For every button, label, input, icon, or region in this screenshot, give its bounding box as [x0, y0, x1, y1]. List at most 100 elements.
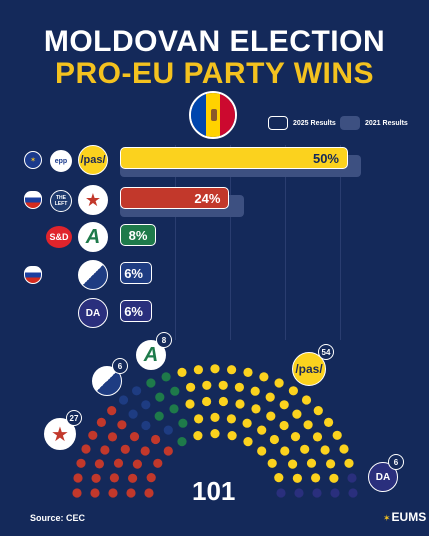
row-pas: ✶ epp /pas/ 50% — [0, 145, 429, 177]
pas-logo-icon: /pas/ — [78, 145, 108, 175]
seat-pas — [324, 417, 334, 427]
seat-democracy-home — [348, 488, 358, 498]
seat-pas — [274, 473, 284, 483]
seat-pas — [202, 380, 212, 390]
seat-patriotic-bloc — [91, 473, 101, 483]
seat-pas — [279, 420, 289, 431]
seat-patriotic-bloc — [100, 445, 110, 455]
seat-alternativa — [170, 386, 180, 396]
our-party-seat-badge: 6 — [112, 358, 128, 374]
seat-our-party — [141, 420, 151, 431]
value-label-our-party: 6% — [124, 265, 143, 281]
title-line-1: MOLDOVAN ELECTION — [43, 25, 386, 58]
seat-pas — [259, 372, 269, 382]
seat-patriotic-bloc — [96, 417, 106, 427]
value-label-patriotic-bloc: 24% — [194, 190, 221, 206]
seat-patriotic-bloc — [107, 406, 117, 416]
bar-2025-alternativa: 8% — [120, 224, 157, 246]
seat-pas — [257, 446, 267, 456]
seat-pas — [292, 473, 302, 483]
seat-alternativa — [177, 437, 187, 447]
seat-pas — [243, 367, 253, 377]
seat-pas — [242, 418, 252, 428]
seat-pas — [312, 432, 323, 442]
seat-patriotic-bloc — [163, 446, 173, 456]
seat-pas — [243, 437, 253, 447]
seat-our-party — [118, 395, 129, 405]
seat-pas — [288, 459, 298, 469]
alternativa-logo-icon: A — [78, 222, 108, 252]
seat-patriotic-bloc — [113, 458, 124, 468]
seat-pas — [193, 431, 203, 441]
seat-patriotic-bloc — [107, 432, 118, 442]
seat-pas — [267, 458, 277, 468]
legend-2025-swatch — [268, 116, 288, 130]
seat-pas — [326, 459, 336, 469]
value-label-democracy-home: 6% — [124, 303, 143, 319]
seat-our-party — [132, 386, 142, 396]
seat-alternativa — [169, 404, 179, 414]
seat-pas — [226, 414, 236, 424]
seat-democracy-home — [276, 488, 286, 498]
bar-2025-patriotic-bloc: 24% — [120, 187, 230, 209]
seat-patriotic-bloc — [146, 473, 156, 483]
seat-pas — [250, 386, 260, 396]
seat-democracy-home — [330, 488, 340, 498]
seat-pas — [193, 365, 203, 375]
seat-democracy-home — [294, 488, 304, 498]
seat-pas — [279, 400, 289, 410]
row-democracy-home: DA 6% — [0, 298, 429, 328]
seat-pas — [202, 396, 212, 407]
seat-patriotic-bloc — [108, 488, 118, 498]
seat-pas — [257, 425, 267, 435]
value-label-alternativa: 8% — [128, 227, 148, 243]
seat-pas — [288, 386, 298, 396]
seat-pas — [210, 429, 220, 439]
russia-heart-icon — [24, 266, 42, 284]
seat-pas — [313, 406, 323, 416]
seat-patriotic-bloc — [144, 488, 154, 498]
seat-patriotic-bloc — [126, 488, 136, 498]
seat-patriotic-bloc — [140, 446, 150, 456]
seat-pas — [280, 446, 290, 456]
row-patriotic-bloc: THE LEFT ★ 24% — [0, 185, 429, 217]
seat-alternativa — [146, 378, 156, 388]
seat-patriotic-bloc — [90, 488, 100, 498]
seat-pas — [234, 382, 244, 392]
seat-patriotic-bloc — [117, 420, 127, 430]
gridline — [230, 145, 231, 340]
legend-2021-swatch — [340, 116, 360, 130]
patriotic-bloc-star-icon: ★ — [78, 185, 108, 215]
bar-2025-democracy-home: 6% — [120, 300, 152, 322]
seat-pas — [185, 399, 195, 409]
seat-democracy-home — [312, 488, 322, 498]
seat-alternativa — [154, 411, 164, 421]
eu-flag-icon: ✶ — [24, 151, 42, 169]
seat-pas — [274, 378, 284, 388]
seat-patriotic-bloc — [109, 473, 119, 483]
seat-alternativa — [161, 372, 171, 382]
legend-2025-label: 2025 Results — [293, 119, 336, 127]
da-logo-icon: DA — [78, 298, 108, 328]
seat-pas — [177, 367, 187, 377]
row-alternativa: S&D A 8% — [0, 222, 429, 252]
seat-pas — [266, 411, 276, 421]
seat-patriotic-bloc — [81, 444, 91, 454]
seat-pas — [320, 445, 330, 455]
brand-logo: EUMS — [383, 510, 427, 524]
source-note: Source: CEC — [30, 513, 86, 523]
seat-our-party — [128, 409, 138, 419]
russia-heart-icon — [24, 191, 42, 209]
da-seat-logo-icon: DA — [368, 462, 398, 492]
seat-total: 101 — [192, 476, 236, 506]
seat-pas — [300, 444, 310, 454]
bar-2025-pas: 50% — [120, 147, 348, 169]
seat-patriotic-bloc — [73, 473, 83, 483]
seat-pas — [311, 473, 321, 483]
seat-patriotic-bloc — [129, 432, 140, 442]
seat-pas — [290, 432, 301, 442]
seat-pas — [301, 395, 312, 405]
gridline — [175, 145, 176, 340]
legend-2021: 2021 Results — [340, 116, 408, 130]
gridline — [285, 145, 286, 340]
